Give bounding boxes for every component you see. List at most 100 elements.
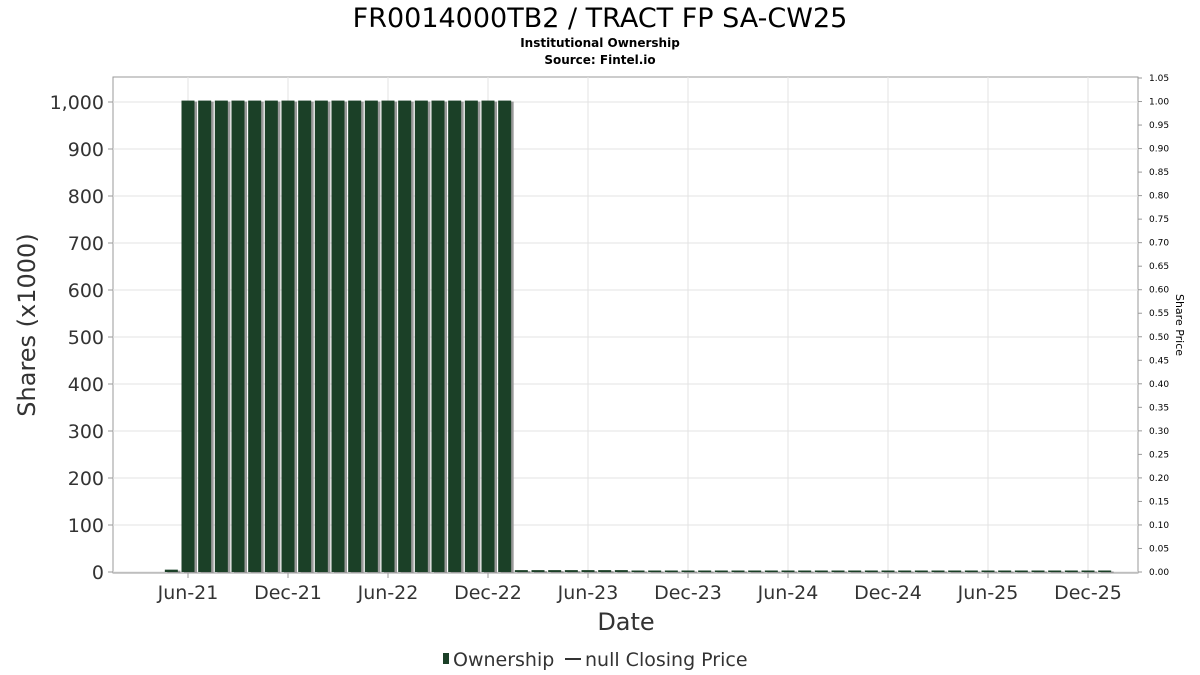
ownership-bar bbox=[848, 570, 862, 572]
x-tick-label: Jun-22 bbox=[357, 582, 419, 604]
ownership-bar bbox=[914, 570, 928, 572]
ownership-bar bbox=[214, 100, 228, 572]
bar-shadow bbox=[1000, 571, 1014, 573]
bar-shadow bbox=[767, 571, 781, 573]
ownership-bars bbox=[164, 100, 1114, 573]
right-tick-label: 0.70 bbox=[1149, 239, 1169, 249]
x-tick-label: Dec-25 bbox=[1054, 582, 1122, 604]
right-tick-label: 0.60 bbox=[1149, 286, 1169, 296]
bar-shadow bbox=[567, 571, 581, 573]
right-tick-label: 0.65 bbox=[1149, 262, 1169, 272]
x-tick-label: Dec-21 bbox=[254, 582, 322, 604]
right-tick-label: 0.90 bbox=[1149, 145, 1169, 155]
ownership-bar bbox=[564, 570, 578, 572]
bar-shadow bbox=[1084, 571, 1097, 573]
y-tick-label: 0 bbox=[92, 562, 104, 584]
bar-shadow bbox=[984, 571, 997, 573]
ownership-bar bbox=[964, 570, 978, 572]
y-tick-label: 800 bbox=[68, 186, 104, 208]
ownership-bar bbox=[1098, 570, 1112, 572]
ownership-bar bbox=[664, 570, 678, 572]
right-tick-label: 0.85 bbox=[1149, 168, 1169, 178]
legend-ownership-swatch bbox=[443, 653, 449, 664]
bar-shadow bbox=[600, 571, 614, 573]
bar-shadow bbox=[917, 571, 931, 573]
legend-price-label: null Closing Price bbox=[585, 649, 748, 671]
bar-shadow bbox=[700, 571, 714, 573]
bar-shadow bbox=[534, 571, 547, 573]
bar-shadow bbox=[1067, 571, 1081, 573]
right-tick-label: 0.10 bbox=[1149, 521, 1169, 531]
y-tick-label: 600 bbox=[68, 280, 104, 302]
y-tick-label: 400 bbox=[68, 374, 104, 396]
ownership-bar bbox=[331, 100, 345, 572]
y-tick-label: 500 bbox=[68, 327, 104, 349]
right-tick-label: 0.05 bbox=[1149, 544, 1169, 554]
bar-shadow bbox=[817, 571, 831, 573]
bar-shadow bbox=[967, 571, 981, 573]
y-tick-label: 100 bbox=[68, 515, 104, 537]
ownership-bar bbox=[1064, 570, 1078, 572]
ownership-bar bbox=[264, 100, 278, 572]
right-tick-label: 0.35 bbox=[1149, 403, 1169, 413]
ownership-bar bbox=[648, 570, 662, 572]
bar-shadow bbox=[834, 571, 847, 573]
right-tick-label: 0.20 bbox=[1149, 474, 1169, 484]
bar-shadow bbox=[750, 571, 764, 573]
bar-shadow bbox=[950, 571, 964, 573]
x-tick-label: Jun-23 bbox=[557, 582, 619, 604]
ownership-bar bbox=[314, 100, 328, 572]
y-axis-ticks: 0 100 200 300 400 500 600 700 800 900 1,000 bbox=[50, 92, 113, 584]
ownership-bar bbox=[764, 570, 778, 572]
bar-shadow bbox=[617, 571, 631, 573]
ownership-bar bbox=[548, 570, 562, 572]
ownership-bar bbox=[281, 100, 295, 572]
bar-shadow bbox=[1050, 571, 1064, 573]
right-tick-label: 0.40 bbox=[1149, 380, 1169, 390]
bar-shadow bbox=[867, 571, 881, 573]
legend: Ownership null Closing Price bbox=[443, 649, 748, 671]
ownership-bar bbox=[781, 570, 795, 572]
bar-shadow bbox=[1034, 571, 1047, 573]
ownership-bar bbox=[1014, 570, 1028, 572]
ownership-bar bbox=[598, 570, 612, 572]
ownership-bar bbox=[198, 100, 212, 572]
ownership-bar bbox=[398, 100, 412, 572]
ownership-bar bbox=[714, 570, 728, 572]
ownership-bar bbox=[614, 570, 628, 572]
right-tick-label: 0.25 bbox=[1149, 450, 1169, 460]
bar-shadow bbox=[1100, 571, 1114, 573]
bar-shadow bbox=[734, 571, 747, 573]
ownership-bar bbox=[881, 570, 895, 572]
ownership-bar bbox=[414, 100, 428, 572]
bar-shadow bbox=[684, 571, 697, 573]
ownership-bar bbox=[898, 570, 912, 572]
ownership-bar bbox=[181, 100, 195, 572]
x-tick-label: Jun-24 bbox=[757, 582, 819, 604]
y-tick-label: 200 bbox=[68, 468, 104, 490]
bar-shadow bbox=[784, 571, 797, 573]
x-axis-ticks: Jun-21 Dec-21 Jun-22 Dec-22 Jun-23 Dec-23 Jun-… bbox=[157, 573, 1122, 604]
ownership-bar bbox=[364, 100, 378, 572]
ownership-bar bbox=[681, 570, 695, 572]
bar-shadow bbox=[717, 571, 731, 573]
x-axis-title: Date bbox=[597, 608, 654, 636]
ownership-bar bbox=[498, 100, 512, 572]
ownership-bar bbox=[431, 100, 445, 572]
bar-shadow bbox=[934, 571, 947, 573]
ownership-bar bbox=[981, 570, 995, 572]
bar-shadow bbox=[884, 571, 897, 573]
ownership-bar bbox=[231, 100, 245, 572]
ownership-bar bbox=[931, 570, 945, 572]
ownership-bar bbox=[164, 569, 178, 572]
x-tick-label: Dec-24 bbox=[854, 582, 922, 604]
right-tick-label: 0.80 bbox=[1149, 192, 1169, 202]
y-tick-label: 300 bbox=[68, 421, 104, 443]
ownership-bar bbox=[631, 570, 645, 572]
right-axis-ticks: 0.00 0.05 0.10 0.15 0.20 0.25 0.30 0.35 0.40 0.45… bbox=[1138, 74, 1169, 578]
chart-subtitle: Institutional Ownership bbox=[520, 36, 680, 50]
ownership-bar bbox=[581, 570, 595, 572]
y-tick-label: 900 bbox=[68, 139, 104, 161]
ownership-bar bbox=[948, 570, 962, 572]
